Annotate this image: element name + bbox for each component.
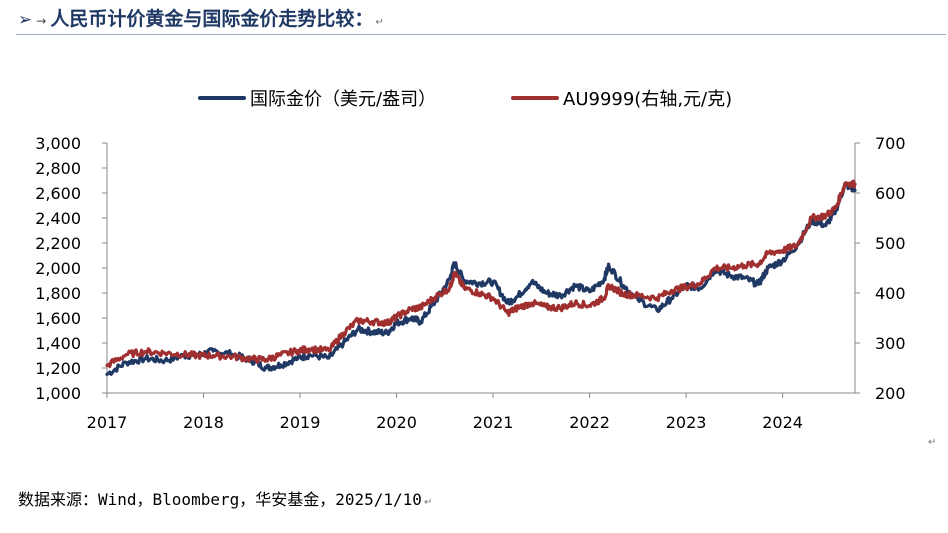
paragraph-mark-icon: ↵ xyxy=(928,437,937,448)
paragraph-mark-icon: ↵ xyxy=(375,17,384,28)
data-source-note: 数据来源：Wind，Bloomberg，华安基金，2025/1/10 ↵ xyxy=(18,486,432,510)
x-tick-label: 2017 xyxy=(87,413,128,432)
right-y-tick-label: 700 xyxy=(875,134,906,153)
series-line-intl-gold-usd xyxy=(105,181,857,376)
right-y-tick-label: 200 xyxy=(875,384,906,403)
left-y-tick-label: 2,400 xyxy=(35,209,81,228)
left-y-tick-label: 1,800 xyxy=(35,284,81,303)
left-y-tick-label: 1,200 xyxy=(35,359,81,378)
left-y-tick-label: 1,000 xyxy=(35,384,81,403)
heading-title: 人民币计价黄金与国际金价走势比较： xyxy=(50,8,374,30)
source-text: 数据来源：Wind，Bloomberg，华安基金，2025/1/10 xyxy=(18,490,422,509)
x-tick-label: 2022 xyxy=(569,413,610,432)
legend-intl-gold-label: 国际金价（美元/盎司） xyxy=(250,89,436,110)
left-y-tick-label: 1,400 xyxy=(35,334,81,353)
left-y-tick-label: 2,800 xyxy=(35,159,81,178)
left-y-tick-label: 3,000 xyxy=(35,134,81,153)
left-y-tick-label: 2,200 xyxy=(35,234,81,253)
tab-arrow-icon: → xyxy=(36,14,47,28)
x-tick-label: 2021 xyxy=(473,413,514,432)
left-y-tick-label: 2,600 xyxy=(35,184,81,203)
left-y-tick-label: 1,600 xyxy=(35,309,81,328)
right-y-tick-label: 600 xyxy=(875,184,906,203)
legend-au9999-label: AU9999(右轴,元/克) xyxy=(563,89,732,110)
series-line-au9999-cny xyxy=(105,179,857,369)
paragraph-mark-icon: ↵ xyxy=(423,497,433,508)
right-y-tick-label: 300 xyxy=(875,334,906,353)
x-tick-label: 2023 xyxy=(666,413,707,432)
section-heading: ➢ → 人民币计价黄金与国际金价走势比较： ↵ xyxy=(18,6,384,32)
left-y-tick-label: 2,000 xyxy=(35,259,81,278)
x-tick-label: 2018 xyxy=(183,413,224,432)
x-tick-label: 2020 xyxy=(376,413,417,432)
right-y-tick-label: 500 xyxy=(875,234,906,253)
heading-rule xyxy=(16,34,946,35)
x-tick-label: 2019 xyxy=(280,413,321,432)
bullet-arrow-icon: ➢ xyxy=(18,10,33,30)
right-y-tick-label: 400 xyxy=(875,284,906,303)
x-tick-label: 2024 xyxy=(762,413,803,432)
